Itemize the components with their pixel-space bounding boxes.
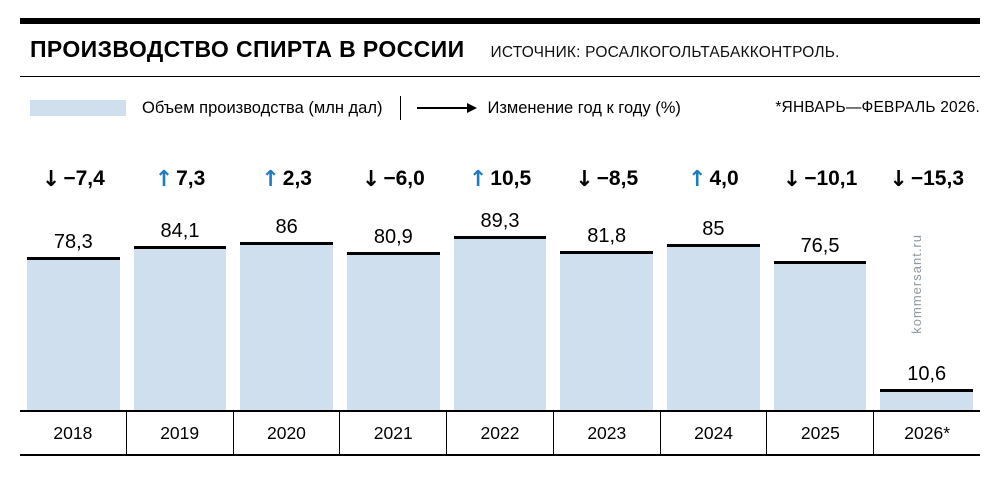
bar-value-label: 85 (702, 218, 725, 241)
bar-value-label: 10,6 (907, 363, 947, 386)
change-value: 10,5 (490, 167, 532, 190)
arrow-head (467, 103, 478, 113)
footnote-label: *ЯНВАРЬ—ФЕВРАЛЬ 2026. (775, 99, 980, 116)
yoy-change-label: ↓ −15,3 (873, 156, 980, 202)
bar-column: ↑ 10,5 89,3 (447, 156, 554, 410)
change-arrow-icon: ↓ (41, 166, 61, 192)
bar (133, 246, 227, 410)
bar-area: 78,3 (20, 202, 127, 410)
bar-value-label: 76,5 (800, 234, 840, 257)
year-label: 2024 (659, 412, 767, 454)
change-value: −8,5 (596, 167, 639, 190)
header-divider (20, 76, 980, 77)
change-value: 7,3 (176, 167, 206, 190)
year-label: 2022 (446, 412, 553, 454)
x-axis: 2018 2019 2020 2021 2022 2023 2024 2025 … (20, 410, 980, 456)
bar (26, 257, 120, 410)
bar (773, 260, 867, 410)
yoy-change-label: ↓ −10,1 (767, 156, 874, 202)
right-arrow-icon (417, 103, 478, 113)
bar (240, 242, 334, 410)
change-arrow-icon: ↑ (261, 166, 280, 192)
yoy-change-label: ↑ 7,3 (127, 156, 234, 202)
yoy-change-label: ↑ 2,3 (233, 156, 340, 202)
bar-columns: ↓ −7,4 78,3 ↑ 7,3 84,1 ↑ 2,3 86 ↓ −6,0 (20, 156, 980, 410)
year-label: 2023 (552, 412, 660, 454)
bar-column: ↓ −10,1 76,5 (767, 156, 874, 410)
year-label: 2020 (232, 412, 340, 454)
bar-area: 89,3 (447, 202, 554, 410)
yoy-change-label: ↓ −8,5 (553, 156, 660, 202)
bar-value-label: 86 (275, 216, 298, 239)
header: ПРОИЗВОДСТВО СПИРТА В РОССИИ ИСТОЧНИК: Р… (20, 36, 980, 63)
yoy-change-label: ↑ 4,0 (660, 156, 767, 202)
page-title: ПРОИЗВОДСТВО СПИРТА В РОССИИ (30, 36, 465, 62)
top-rule (20, 18, 980, 24)
bar (666, 244, 760, 410)
watermark: kommersant.ru (909, 234, 924, 334)
change-arrow-icon: ↓ (782, 166, 802, 192)
year-label: 2021 (339, 412, 446, 454)
source-label: ИСТОЧНИК: РОСАЛКОГОЛЬТАБАККОНТРОЛЬ. (490, 44, 840, 61)
legend: Объем производства (млн дал) Изменение г… (20, 96, 980, 120)
bar-column: ↓ −7,4 78,3 (20, 156, 127, 410)
bar-area: 86 (233, 202, 340, 410)
yoy-change-label: ↑ 10,5 (447, 156, 554, 202)
bar (560, 250, 654, 410)
change-arrow-icon: ↑ (688, 166, 707, 192)
change-arrow-icon: ↑ (468, 166, 488, 192)
bar-legend-label: Объем производства (млн дал) (142, 98, 383, 117)
bar-value-label: 89,3 (480, 209, 520, 232)
change-arrow-icon: ↑ (154, 166, 174, 192)
bar-area: 80,9 (340, 202, 447, 410)
bar-chart: ↓ −7,4 78,3 ↑ 7,3 84,1 ↑ 2,3 86 ↓ −6,0 (20, 156, 980, 456)
bar-column: ↓ −15,3 10,6 (873, 156, 980, 410)
bar (453, 235, 547, 410)
legend-divider (400, 96, 402, 120)
change-value: −10,1 (804, 167, 858, 190)
year-label: 2025 (766, 412, 873, 454)
bar-column: ↑ 2,3 86 (233, 156, 340, 410)
bar-legend-swatch (30, 100, 126, 116)
bar (346, 252, 440, 410)
bar-area: 85 (660, 202, 767, 410)
arrow-shaft (417, 107, 468, 109)
yoy-change-label: ↓ −7,4 (20, 156, 127, 202)
change-arrow-icon: ↓ (361, 166, 381, 192)
yoy-change-label: ↓ −6,0 (340, 156, 447, 202)
bar-column: ↓ −8,5 81,8 (553, 156, 660, 410)
bar-area: 10,6 (873, 202, 980, 410)
year-label: 2026* (873, 412, 980, 454)
bar-column: ↓ −6,0 80,9 (340, 156, 447, 410)
bar-column: ↑ 4,0 85 (660, 156, 767, 410)
bar-column: ↑ 7,3 84,1 (127, 156, 234, 410)
bar-value-label: 84,1 (160, 220, 200, 243)
change-value: −15,3 (910, 167, 964, 190)
change-value: 2,3 (282, 167, 312, 190)
bar-value-label: 80,9 (373, 226, 413, 249)
change-arrow-icon: ↓ (575, 166, 594, 192)
change-value: −7,4 (63, 167, 105, 190)
year-label: 2019 (125, 412, 233, 454)
year-label: 2018 (53, 422, 93, 443)
bar-area: 81,8 (553, 202, 660, 410)
change-arrow-icon: ↓ (889, 166, 908, 192)
change-value: −6,0 (383, 167, 425, 190)
change-legend-label: Изменение год к году (%) (487, 98, 681, 117)
bar-value-label: 78,3 (53, 231, 93, 254)
change-value: 4,0 (709, 167, 739, 190)
bar (880, 389, 974, 410)
bar-value-label: 81,8 (587, 224, 627, 247)
bar-area: 76,5 (767, 202, 874, 410)
bar-area: 84,1 (127, 202, 234, 410)
